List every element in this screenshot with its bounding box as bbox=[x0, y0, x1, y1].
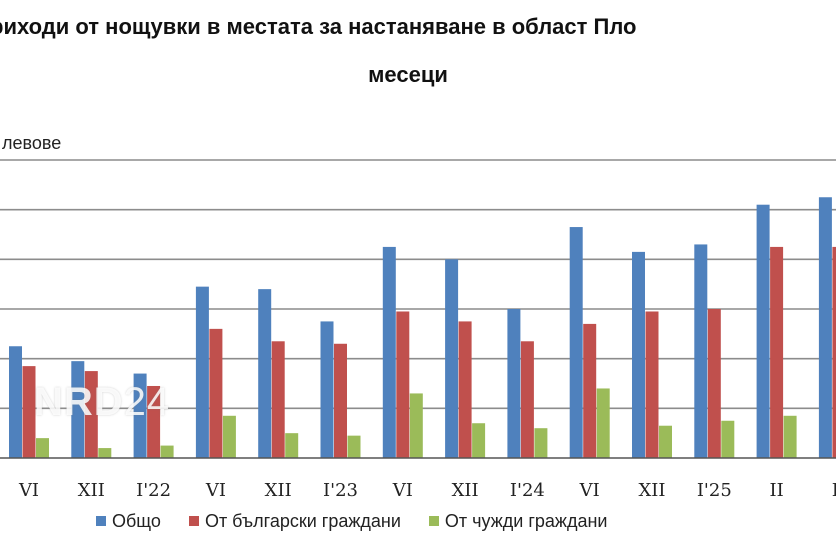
bar-bulgarian bbox=[209, 328, 223, 458]
legend-label: Общо bbox=[112, 510, 161, 531]
bar-bulgarian bbox=[84, 371, 98, 458]
bar-foreign bbox=[222, 415, 236, 458]
legend-item: Общо bbox=[96, 511, 161, 532]
bar-total bbox=[694, 244, 708, 458]
watermark-text-bold: NRD bbox=[34, 380, 124, 424]
bar-bulgarian bbox=[271, 341, 285, 458]
bar-foreign bbox=[285, 433, 299, 458]
bar-foreign bbox=[347, 435, 361, 458]
bar-foreign bbox=[98, 448, 112, 458]
legend-item: От български граждани bbox=[188, 510, 401, 532]
bar-foreign bbox=[534, 428, 548, 458]
legend-swatch bbox=[96, 516, 106, 526]
x-tick-label: I'24 bbox=[510, 480, 545, 501]
bar-bulgarian bbox=[458, 321, 472, 458]
bar-total bbox=[9, 346, 22, 458]
bar-foreign bbox=[36, 438, 49, 458]
bar-total bbox=[632, 251, 645, 458]
bar-total bbox=[756, 204, 770, 458]
x-tick-label: I'22 bbox=[136, 480, 171, 501]
nrd24-watermark-logo: NRD24 bbox=[34, 380, 170, 425]
x-tick-label: XII bbox=[452, 480, 479, 501]
bar-foreign bbox=[783, 415, 797, 458]
x-axis-tick-labels: VI XII I'22 VI XII I'23 VI XII I'24 VI XII I'25 II II bbox=[18, 480, 836, 501]
x-tick-label: XII bbox=[265, 480, 292, 501]
bar-total bbox=[71, 361, 85, 458]
bar-foreign bbox=[659, 425, 672, 458]
bar-bulgarian bbox=[770, 246, 784, 458]
x-tick-label: II bbox=[832, 480, 836, 501]
chart-title: риходи от нощувки в местата за настанява… bbox=[0, 6, 836, 87]
bar-bulgarian bbox=[832, 246, 836, 458]
bar-bulgarian bbox=[147, 385, 161, 458]
bar-foreign bbox=[160, 445, 174, 458]
bar-bulgarian bbox=[707, 309, 721, 458]
legend-item: От чужди граждани bbox=[428, 510, 608, 532]
bar-total bbox=[507, 309, 521, 458]
x-tick-label: I'25 bbox=[697, 480, 732, 501]
legend-swatch bbox=[188, 516, 199, 526]
legend-label: От български граждани bbox=[204, 510, 401, 531]
chart-title-line-1: риходи от нощувки в местата за настанява… bbox=[0, 14, 637, 39]
bar-total bbox=[818, 197, 832, 458]
x-tick-label: I'23 bbox=[323, 480, 358, 501]
chart-title-line-2: месеци bbox=[368, 62, 448, 87]
x-tick-label: XII bbox=[78, 480, 105, 501]
x-tick-label: VI bbox=[579, 480, 600, 501]
legend-swatch bbox=[428, 516, 439, 526]
bar-total bbox=[258, 289, 272, 458]
bar-bulgarian bbox=[334, 343, 347, 458]
chart-bars bbox=[9, 197, 836, 458]
watermark-text-thin: 24 bbox=[123, 380, 171, 424]
bar-foreign bbox=[721, 420, 735, 458]
bar-bulgarian bbox=[645, 311, 659, 458]
bar-total bbox=[320, 321, 334, 458]
legend-label: От чужди граждани bbox=[444, 510, 608, 531]
bar-bulgarian bbox=[520, 341, 534, 458]
bar-bulgarian bbox=[396, 311, 410, 458]
bar-foreign bbox=[596, 388, 610, 458]
y-axis-unit-label: левове bbox=[2, 133, 62, 153]
bar-foreign bbox=[409, 393, 423, 458]
x-tick-label: VI bbox=[18, 480, 39, 501]
x-tick-label: VI bbox=[392, 480, 413, 501]
bar-total bbox=[195, 286, 209, 458]
bar-bulgarian bbox=[583, 323, 597, 458]
bar-total bbox=[569, 227, 583, 458]
bar-total bbox=[382, 246, 396, 458]
bar-total bbox=[133, 373, 147, 458]
x-tick-label: II bbox=[769, 480, 783, 501]
bar-foreign bbox=[472, 423, 486, 458]
bar-bulgarian bbox=[22, 366, 36, 458]
bar-total bbox=[445, 259, 459, 458]
x-tick-label: XII bbox=[638, 480, 665, 501]
chart-legend: Общо От български граждани От чужди гражда… bbox=[96, 508, 607, 534]
x-tick-label: VI bbox=[205, 480, 226, 501]
